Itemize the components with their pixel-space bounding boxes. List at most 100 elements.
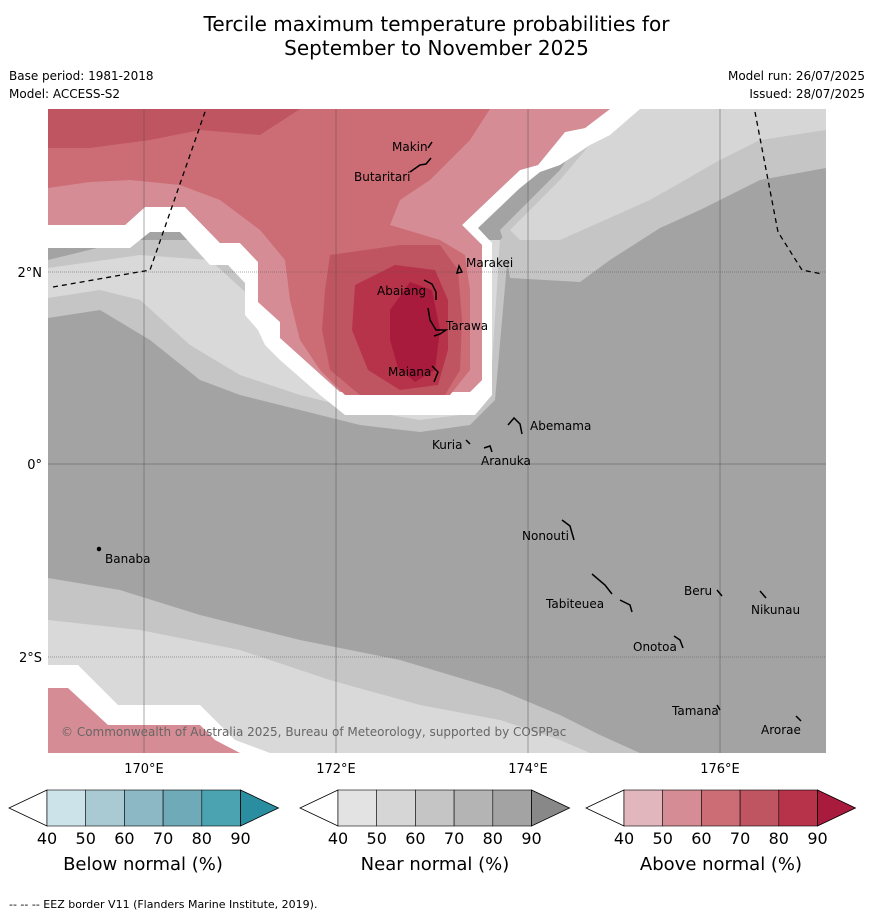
label-nikunau: Nikunau (751, 603, 800, 617)
island-abemama (507, 416, 523, 435)
eez-legend-footer: -- -- -- EEZ border V11 (Flanders Marine… (9, 898, 318, 911)
colorbar-above-tick: 80 (769, 829, 789, 848)
colorbar-below-cell (124, 789, 164, 827)
label-beru: Beru (684, 584, 712, 598)
label-arorae: Arorae (761, 723, 801, 737)
colorbar-above-cell (701, 789, 741, 827)
island-banaba (96, 546, 102, 552)
lat-label-0: 0° (27, 458, 42, 473)
island-butaritari (409, 157, 432, 173)
near-normal-60-region-ne (500, 109, 826, 282)
colorbar-near-high-extend (531, 789, 571, 827)
colorbar-below-tick: 90 (230, 829, 250, 848)
lon-label-174e: 174°E (508, 762, 548, 777)
title-line-2: September to November 2025 (284, 36, 589, 60)
island-tamana (716, 704, 721, 711)
lat-label-2n: 2°N (18, 266, 43, 281)
label-marakei: Marakei (466, 256, 513, 270)
label-kuria: Kuria (432, 438, 463, 452)
label-butaritari: Butaritari (354, 170, 411, 184)
gridlines (48, 109, 826, 753)
colorbar-below-high-extend (240, 789, 280, 827)
island-nikunau (759, 590, 767, 599)
axis-labels: 2°N 0° 2°S 170°E 172°E 174°E 176°E (18, 266, 740, 777)
near-normal-50-region-ne (510, 109, 826, 240)
lon-label-172e: 172°E (316, 762, 356, 777)
label-tabiteuea: Tabiteuea (545, 597, 604, 611)
colorbar-near-cell (376, 789, 416, 827)
eez-border (52, 108, 823, 288)
meta-right: Model run: 26/07/2025 Issued: 28/07/2025 (728, 67, 865, 103)
label-maiana: Maiana (388, 365, 431, 379)
colorbar-near-cell (453, 789, 494, 827)
model-name: Model: ACCESS-S2 (9, 87, 121, 101)
above-normal-70-region-nw (48, 109, 300, 148)
label-onotoa: Onotoa (633, 640, 677, 654)
island-aranuka (483, 445, 493, 453)
colorbar-near-tick: 60 (405, 829, 425, 848)
island-tabiteuea-north (591, 573, 613, 595)
colorbar-above-cell (662, 789, 702, 827)
island-makin (427, 141, 433, 149)
colorbar-below-tick: 70 (153, 829, 173, 848)
island-kuria (465, 439, 471, 445)
colorbar-near-tick: 90 (521, 829, 541, 848)
island-onotoa (673, 635, 684, 649)
colorbar-above-cell (778, 789, 818, 827)
colorbar-above-cell (623, 789, 664, 827)
lon-label-176e: 176°E (700, 762, 740, 777)
colorbar-near-tick: 80 (483, 829, 503, 848)
label-nonouti: Nonouti (522, 529, 569, 543)
meta-left: Base period: 1981-2018 Model: ACCESS-S2 (9, 67, 154, 103)
colorbar-near-tick: 50 (367, 829, 387, 848)
white-transition-band (48, 109, 640, 415)
above-normal-90-core (390, 282, 440, 382)
colorbar-below-cell (85, 789, 125, 827)
label-tamana: Tamana (671, 704, 719, 718)
colorbar-below-tick: 80 (192, 829, 212, 848)
island-tabiteuea-south (619, 599, 633, 613)
colorbar-near-cell (415, 789, 455, 827)
colorbars: 40 50 60 70 80 90 40 50 60 70 80 90 40 50 60 70 80 90 (8, 789, 857, 848)
colorbar-below-cell (201, 789, 241, 827)
colorbar-label-above: Above normal (%) (639, 854, 803, 875)
colorbar-near-cell (492, 789, 532, 827)
colorbar-above-tick: 60 (691, 829, 711, 848)
label-banaba: Banaba (105, 552, 151, 566)
colorbar-below: 40 50 60 70 80 90 (8, 789, 280, 848)
model-run: Model run: 26/07/2025 (727, 69, 865, 83)
island-maiana (431, 365, 439, 383)
colorbar-label-below: Below normal (%) (63, 854, 223, 875)
above-normal-50-region-sw (48, 688, 240, 753)
issued-date: Issued: 28/07/2025 (749, 87, 865, 101)
colorbar-below-cell (162, 789, 203, 827)
title-line-1: Tercile maximum temperature probabilitie… (203, 12, 670, 36)
colorbar-above-cell (739, 789, 780, 827)
island-tarawa (427, 307, 449, 337)
colorbar-near: 40 50 60 70 80 90 (299, 789, 571, 848)
lat-label-2s: 2°S (19, 651, 42, 666)
lon-label-170e: 170°E (124, 762, 164, 777)
colorbar-below-tick: 50 (76, 829, 96, 848)
island-outlines (96, 141, 802, 722)
colorbar-near-tick: 40 (328, 829, 348, 848)
probability-field (48, 109, 826, 753)
colorbar-above-tick: 90 (807, 829, 827, 848)
island-arorae (795, 715, 802, 722)
base-period: Base period: 1981-2018 (9, 69, 154, 83)
colorbar-near-low-extend (299, 789, 339, 827)
colorbar-label-near: Near normal (%) (360, 854, 510, 875)
colorbar-below-tick: 60 (114, 829, 134, 848)
colorbar-below-cell (46, 789, 87, 827)
label-abaiang: Abaiang (377, 284, 426, 298)
colorbar-near-cell (337, 789, 378, 827)
place-labels: Makin Butaritari Marakei Abaiang Tarawa … (105, 140, 801, 737)
label-aranuka: Aranuka (481, 454, 531, 468)
map-title: Tercile maximum temperature probabilitie… (0, 12, 873, 60)
label-tarawa: Tarawa (445, 319, 488, 333)
colorbar-above-low-extend (585, 789, 625, 827)
copyright-note: © Commonwealth of Australia 2025, Bureau… (61, 725, 566, 739)
label-makin: Makin (392, 140, 428, 154)
colorbar-above-tick: 70 (730, 829, 750, 848)
